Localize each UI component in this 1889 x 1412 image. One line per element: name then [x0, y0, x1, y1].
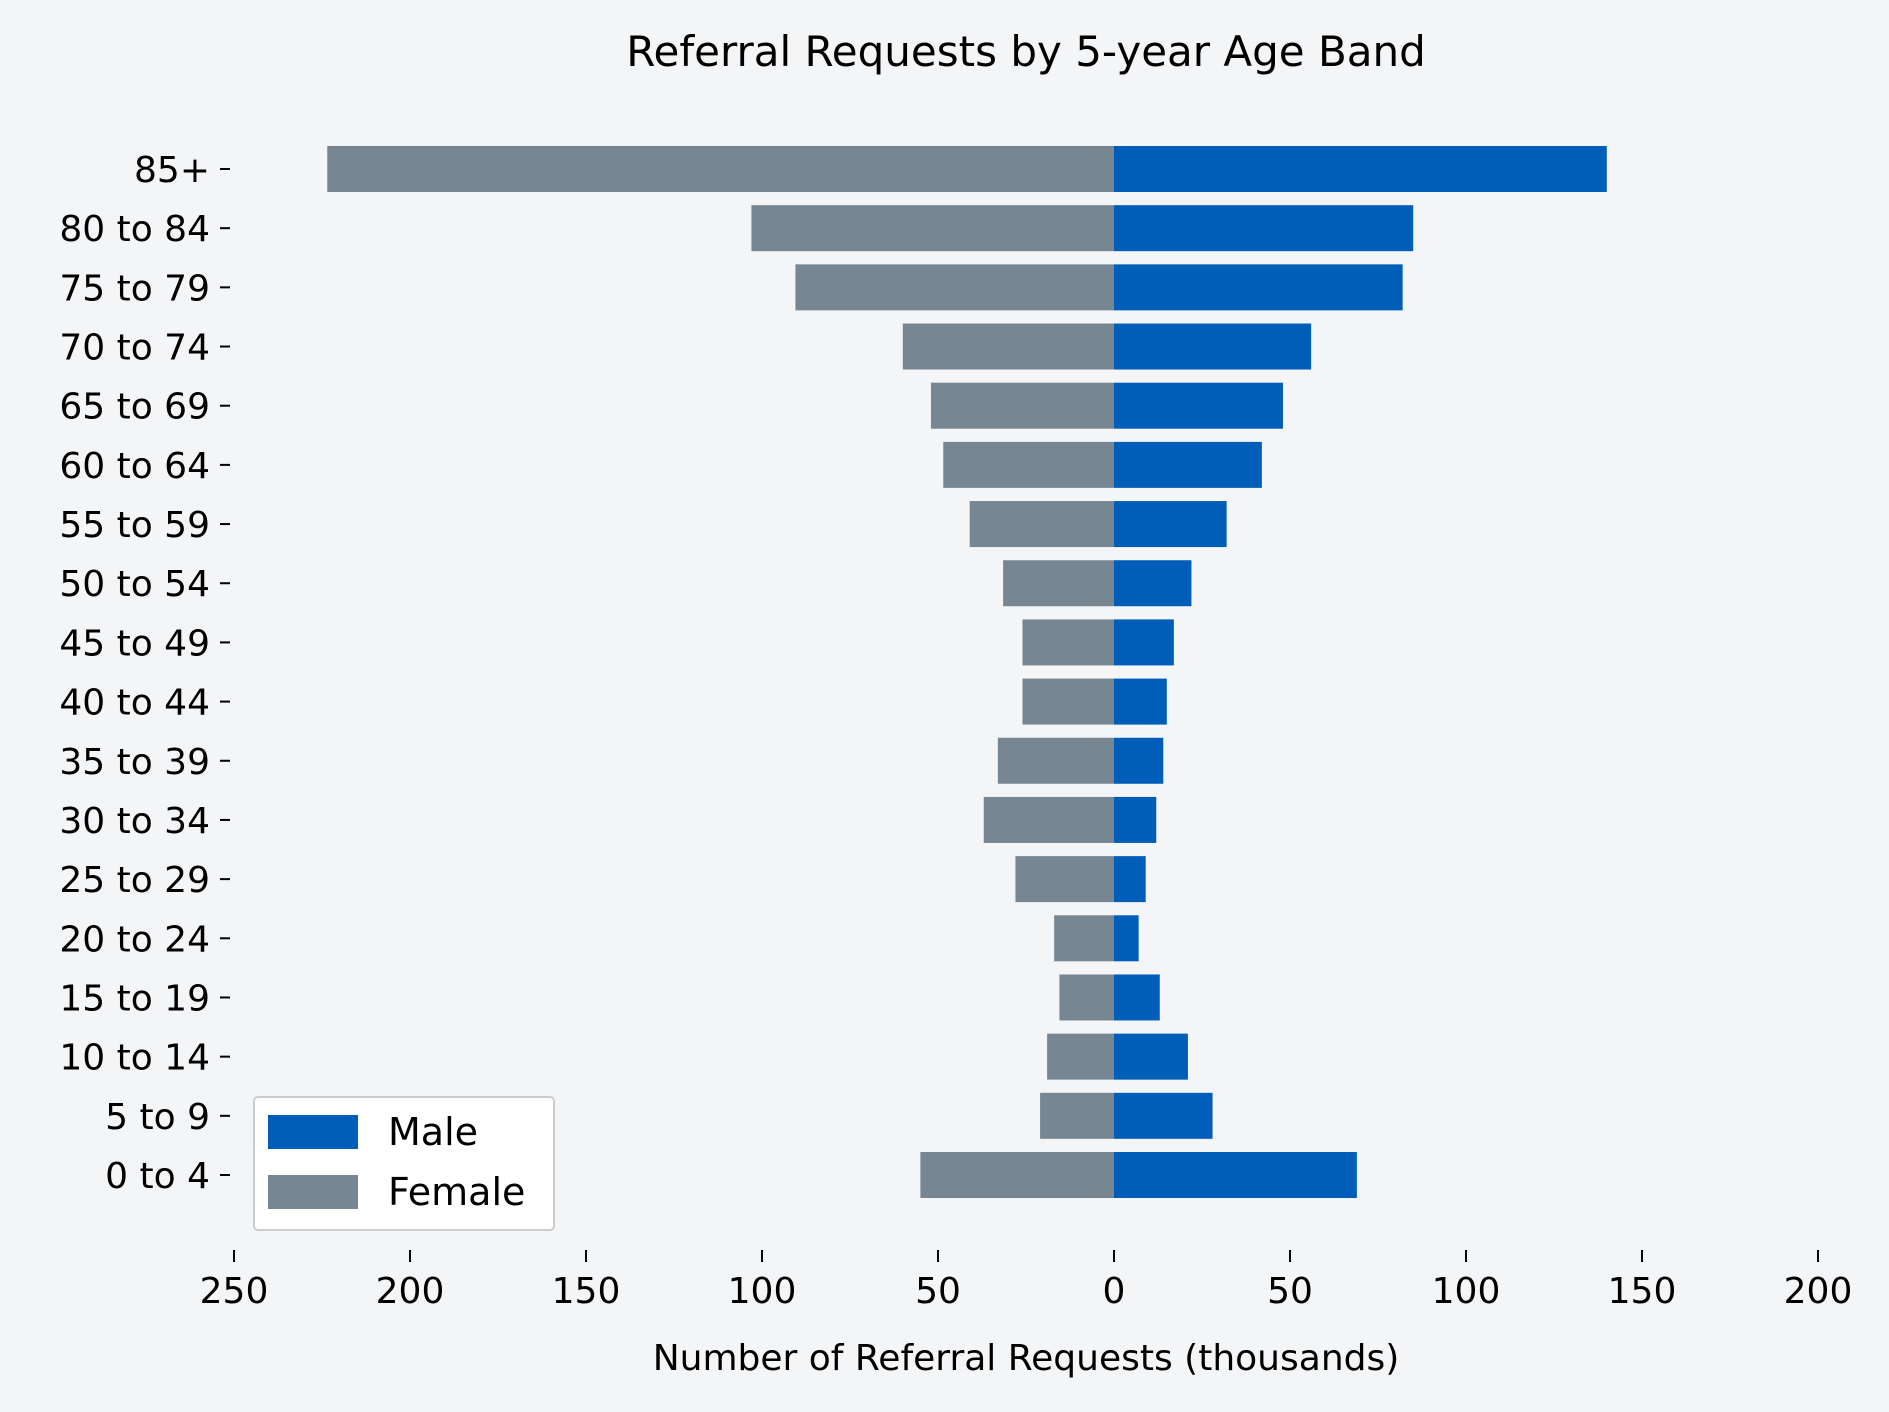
female-bars [327, 146, 1114, 1198]
x-axis-label: Number of Referral Requests (thousands) [653, 1338, 1400, 1379]
bar-female-25-to-29 [1015, 856, 1114, 903]
bar-female-30-to-34 [983, 796, 1114, 843]
bar-female-65-to-69 [930, 382, 1114, 429]
bar-female-70-to-74 [902, 323, 1114, 370]
y-axis-ticks: 0 to 4 5 to 9 10 to 14 15 to 19 20 to 24 25 t… [59, 150, 230, 1197]
x-tick-label: 200 [1784, 1271, 1853, 1312]
legend-label-female: Female [388, 1170, 525, 1214]
bar-female-75-to-79 [795, 264, 1114, 311]
bar-female-15-to-19 [1059, 974, 1114, 1021]
y-tick-label: 50 to 54 [59, 564, 210, 605]
bar-male-15-to-19 [1114, 974, 1160, 1021]
bar-male-5-to-9 [1114, 1092, 1213, 1139]
male-bars [1114, 146, 1607, 1198]
bar-male-80-to-84 [1114, 205, 1414, 252]
bar-female-40-to-44 [1022, 678, 1114, 725]
y-tick-label: 5 to 9 [105, 1097, 210, 1138]
x-tick-label: 50 [1267, 1271, 1313, 1312]
bar-female-5-to-9 [1040, 1092, 1114, 1139]
bar-female-50-to-54 [1003, 560, 1114, 607]
legend-swatch-female [268, 1175, 358, 1209]
bar-male-30-to-34 [1114, 796, 1157, 843]
bar-female-85plus [327, 146, 1114, 192]
bar-female-35-to-39 [997, 737, 1114, 784]
y-tick-label: 30 to 34 [59, 801, 210, 842]
y-tick-label: 85+ [134, 150, 210, 191]
legend: Male Female [253, 1096, 555, 1231]
bar-male-0-to-4 [1114, 1152, 1357, 1198]
y-tick-label: 65 to 69 [59, 387, 210, 428]
legend-label-male: Male [388, 1110, 478, 1154]
x-tick-label: 50 [915, 1271, 961, 1312]
y-tick-label: 25 to 29 [59, 860, 210, 901]
y-tick-label: 0 to 4 [105, 1156, 210, 1197]
bar-male-85plus [1114, 146, 1607, 192]
bar-male-75-to-79 [1114, 264, 1403, 311]
bar-male-55-to-59 [1114, 501, 1227, 548]
bar-female-20-to-24 [1054, 915, 1114, 962]
bar-male-40-to-44 [1114, 678, 1167, 725]
bar-male-35-to-39 [1114, 737, 1164, 784]
bar-male-50-to-54 [1114, 560, 1192, 607]
x-tick-label: 200 [376, 1271, 445, 1312]
y-tick-label: 45 to 49 [59, 623, 210, 664]
bar-male-25-to-29 [1114, 856, 1146, 903]
x-tick-label: 100 [1432, 1271, 1501, 1312]
y-tick-label: 35 to 39 [59, 742, 210, 783]
bar-female-55-to-59 [969, 501, 1114, 548]
bar-female-60-to-64 [943, 441, 1114, 488]
bar-female-10-to-14 [1047, 1033, 1114, 1080]
y-tick-label: 10 to 14 [59, 1038, 210, 1079]
y-tick-label: 60 to 64 [59, 446, 210, 487]
bar-male-65-to-69 [1114, 382, 1283, 429]
x-tick-label: 150 [552, 1271, 621, 1312]
x-tick-label: 100 [728, 1271, 797, 1312]
bar-female-80-to-84 [751, 205, 1114, 252]
y-tick-label: 70 to 74 [59, 328, 210, 369]
bar-male-45-to-49 [1114, 619, 1174, 666]
x-tick-label: 150 [1608, 1271, 1677, 1312]
x-axis-ticks: 250 200 150 100 50 0 50 100 150 200 [200, 1250, 1853, 1312]
x-tick-label: 0 [1103, 1271, 1126, 1312]
bar-male-10-to-14 [1114, 1033, 1188, 1080]
legend-swatch-male [268, 1115, 358, 1149]
y-tick-label: 55 to 59 [59, 505, 210, 546]
chart-title: Referral Requests by 5-year Age Band [626, 27, 1426, 76]
bar-female-45-to-49 [1022, 619, 1114, 666]
bar-female-0-to-4 [920, 1152, 1114, 1198]
bar-male-20-to-24 [1114, 915, 1139, 962]
x-tick-label: 250 [200, 1271, 269, 1312]
bar-male-60-to-64 [1114, 441, 1262, 488]
y-tick-label: 15 to 19 [59, 978, 210, 1019]
bar-male-70-to-74 [1114, 323, 1312, 370]
y-tick-label: 20 to 24 [59, 919, 210, 960]
y-tick-label: 40 to 44 [59, 683, 210, 724]
y-tick-label: 75 to 79 [59, 268, 210, 309]
y-tick-label: 80 to 84 [59, 209, 210, 250]
